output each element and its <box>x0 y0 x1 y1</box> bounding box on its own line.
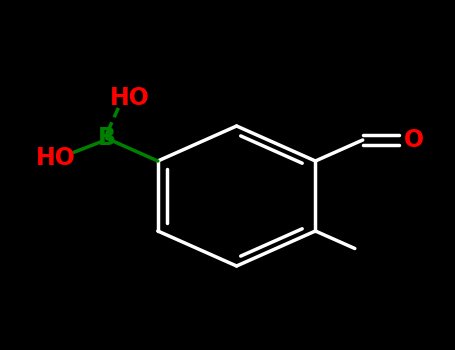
Text: HO: HO <box>36 146 76 169</box>
Text: HO: HO <box>110 86 150 110</box>
Text: O: O <box>404 128 424 152</box>
Text: B: B <box>97 126 116 150</box>
